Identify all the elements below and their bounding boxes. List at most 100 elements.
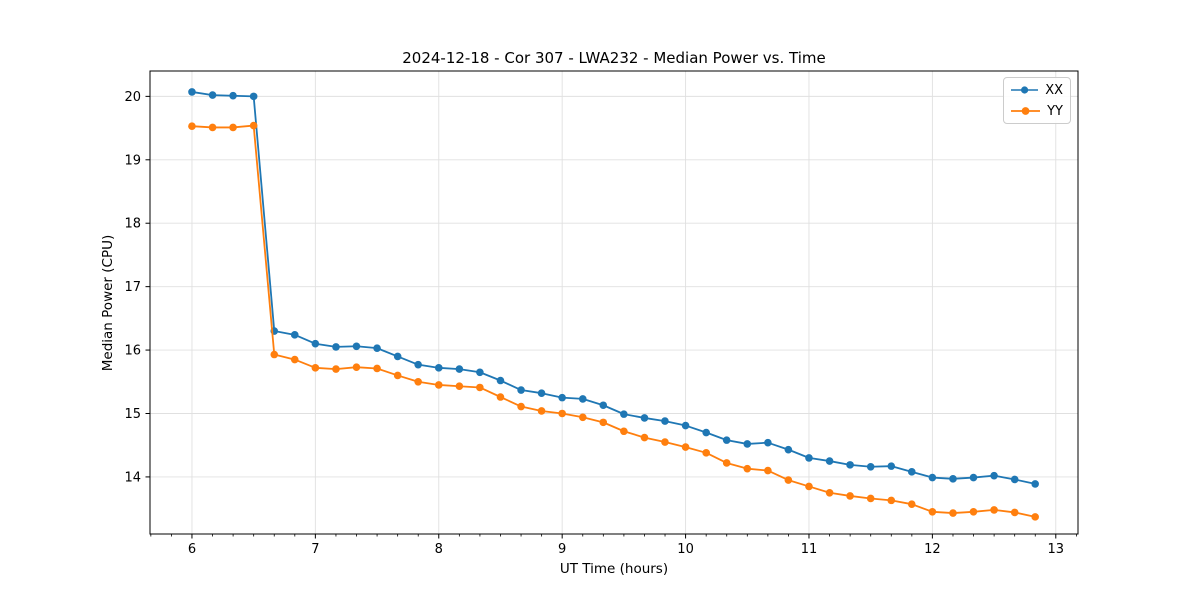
- legend-swatch-yy-icon: [1011, 107, 1041, 115]
- data-point-yy: [887, 496, 896, 505]
- data-point-yy: [558, 409, 566, 418]
- data-point-xx: [722, 436, 731, 444]
- data-point-xx: [764, 438, 772, 447]
- data-point-yy: [640, 433, 649, 442]
- data-point-xx: [352, 342, 361, 351]
- x-tick-label: 6: [188, 542, 196, 557]
- data-point-yy: [393, 371, 402, 380]
- data-point-xx: [455, 365, 464, 373]
- data-point-yy: [455, 382, 464, 391]
- data-point-yy: [599, 418, 608, 427]
- data-point-xx: [681, 421, 690, 430]
- data-point-xx: [846, 461, 854, 469]
- y-tick-label: 19: [124, 153, 141, 168]
- data-point-yy: [1031, 513, 1039, 521]
- data-point-yy: [743, 464, 752, 473]
- data-point-yy: [722, 459, 731, 467]
- chart-title: 2024-12-18 - Cor 307 - LWA232 - Median P…: [402, 49, 826, 67]
- data-point-yy: [537, 407, 546, 415]
- data-point-xx: [249, 92, 258, 101]
- legend-swatch-xx-icon: [1011, 86, 1039, 94]
- data-point-yy: [332, 365, 340, 373]
- data-point-yy: [249, 121, 258, 130]
- data-point-xx: [866, 462, 875, 471]
- data-point-yy: [188, 122, 196, 130]
- data-point-yy: [866, 494, 875, 503]
- axis-tick-labels: 6 7 8 9 10 11 12 13 14 15 16 17 18 19 20: [124, 90, 1064, 557]
- data-point-xx: [414, 360, 422, 369]
- x-tick-label: 11: [801, 542, 818, 557]
- data-point-yy: [476, 383, 484, 392]
- data-point-xx: [825, 457, 834, 465]
- data-point-yy: [907, 500, 916, 508]
- y-tick-label: 20: [124, 90, 141, 105]
- x-tick-label: 12: [924, 542, 941, 557]
- data-point-yy: [949, 509, 957, 517]
- data-point-xx: [907, 468, 916, 476]
- data-point-xx: [558, 393, 566, 402]
- data-point-xx: [373, 344, 381, 352]
- series-xx: [188, 88, 1039, 488]
- data-point-xx: [496, 376, 505, 385]
- data-point-xx: [599, 401, 608, 410]
- data-point-yy: [352, 363, 361, 371]
- data-point-yy: [1010, 508, 1019, 517]
- x-tick-label: 13: [1048, 542, 1065, 557]
- data-point-xx: [640, 414, 649, 422]
- data-point-yy: [414, 377, 422, 386]
- data-point-yy: [928, 508, 937, 516]
- x-tick-label: 9: [558, 542, 566, 557]
- data-point-yy: [764, 466, 772, 475]
- legend-item-yy: YY: [1011, 102, 1063, 120]
- plot-area-border: [149, 70, 1079, 535]
- data-point-xx: [434, 364, 443, 372]
- data-point-yy: [229, 123, 237, 132]
- data-point-xx: [290, 331, 299, 339]
- data-point-xx: [1031, 480, 1039, 488]
- data-point-yy: [517, 402, 525, 411]
- data-point-xx: [311, 339, 320, 348]
- data-point-yy: [681, 443, 690, 451]
- data-point-xx: [743, 440, 752, 448]
- data-point-xx: [229, 91, 237, 100]
- x-tick-label: 10: [677, 542, 694, 557]
- data-point-xx: [1010, 475, 1019, 484]
- data-point-xx: [887, 462, 896, 470]
- data-point-yy: [208, 123, 217, 132]
- data-point-xx: [928, 473, 937, 482]
- legend-label-xx: XX: [1045, 82, 1063, 98]
- data-point-yy: [805, 482, 813, 491]
- data-point-yy: [846, 492, 854, 500]
- data-point-xx: [332, 343, 340, 351]
- data-point-xx: [188, 88, 196, 96]
- data-point-xx: [969, 473, 978, 482]
- data-point-yy: [373, 364, 381, 373]
- data-point-yy: [578, 413, 587, 422]
- grid-lines: [150, 71, 1078, 534]
- data-point-yy: [496, 393, 505, 401]
- legend: XX YY: [1003, 77, 1071, 124]
- data-point-xx: [949, 475, 957, 483]
- series-yy: [188, 121, 1039, 521]
- x-tick-label: 7: [311, 542, 319, 557]
- x-axis-label: UT Time (hours): [560, 561, 668, 577]
- y-tick-label: 17: [124, 280, 141, 295]
- data-point-yy: [784, 476, 793, 484]
- data-point-xx: [990, 471, 998, 480]
- data-point-yy: [270, 350, 279, 359]
- data-point-xx: [208, 91, 217, 99]
- data-point-xx: [620, 410, 628, 418]
- data-point-xx: [805, 454, 813, 462]
- data-point-yy: [661, 438, 669, 446]
- data-point-yy: [620, 427, 628, 436]
- data-point-xx: [393, 352, 402, 361]
- data-point-yy: [969, 508, 978, 516]
- data-point-xx: [537, 389, 546, 397]
- data-point-xx: [476, 368, 484, 377]
- data-point-xx: [784, 445, 793, 454]
- data-point-yy: [702, 449, 710, 457]
- legend-item-xx: XX: [1011, 81, 1063, 99]
- y-tick-label: 16: [124, 344, 141, 359]
